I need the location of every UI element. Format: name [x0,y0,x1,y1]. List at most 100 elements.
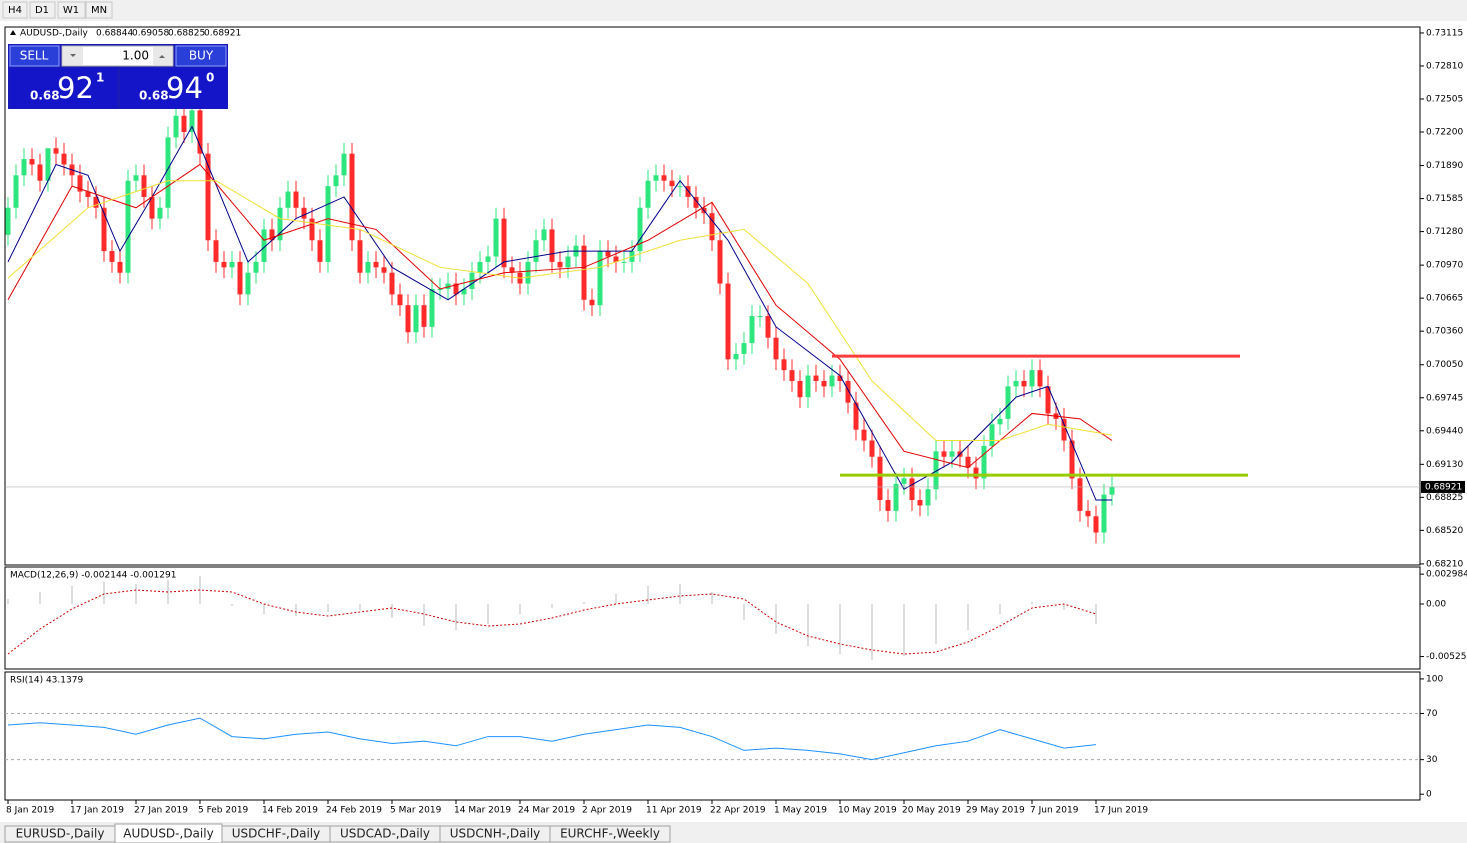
y-tick-label: 0.68520 [1426,526,1463,536]
candle-body [709,213,715,241]
candle-body [213,240,219,262]
candle-body [933,451,939,490]
macd-bar [263,604,265,614]
x-tick-label: 7 Jun 2019 [1030,806,1079,816]
candle-body [117,261,123,273]
buy-price-box[interactable] [120,68,227,108]
candle-body [1101,494,1107,533]
header-value: 0.69058 [132,29,169,39]
candle-body [277,207,283,241]
tf-label: MN [91,5,107,16]
candle-body [125,180,131,273]
x-tick-label: 24 Feb 2019 [326,806,382,816]
macd-bar [679,584,681,604]
y-tick-label: 0.69440 [1426,426,1463,436]
header-value: 0.68844 [96,29,133,39]
candle-body [989,424,995,446]
candle-body [589,299,595,306]
candle-body [357,240,363,273]
panel-content [5,99,1248,544]
price-tag-label: 0.68921 [1425,482,1462,492]
buy-button[interactable] [175,45,227,67]
y-tick-label: 0.00 [1426,600,1446,610]
candle-body [813,375,819,381]
macd-bar [359,604,361,610]
arrow-down [70,54,76,57]
candle-body [1093,516,1099,533]
symbol-tab[interactable] [549,825,671,843]
candle-body [285,191,291,208]
candle-body [5,207,11,235]
tf-button[interactable] [57,1,86,19]
y-tick-label: 0.72505 [1426,94,1463,104]
tf-button[interactable] [2,1,28,19]
panel-content [7,576,1097,660]
candle-body [549,229,555,262]
x-tick-label: 29 May 2019 [966,806,1025,816]
candle-body [141,175,147,197]
symbol-tab-label: EURCHF-,Weekly [560,827,660,841]
x-tick-label: 24 Mar 2019 [518,806,575,816]
candle-body [493,218,499,257]
candle-body [997,418,1003,425]
macd-bar [551,604,553,608]
candle-body [829,375,835,387]
candle-body [909,478,915,501]
plot: 0.73115 0.72810 0.72505 0.72200 0.71890 0.715… [4,26,1467,816]
lots-input[interactable] [61,45,174,67]
buy-prefix: 0.68 [139,89,169,103]
y-tick-label: 0.71280 [1426,227,1463,237]
y-tick-label: 0.73115 [1426,28,1463,38]
macd-bar [1095,604,1097,624]
candle-body [101,207,107,252]
panel-frame [4,671,1421,801]
y-tick-label: 0.70970 [1426,261,1463,271]
candle-body [397,294,403,306]
candle-body [1005,386,1011,419]
chart-title: AUDUSD-,Daily [20,29,88,39]
macd-bar [935,604,937,644]
candle-body [93,196,99,208]
symbol-tab-label: EURUSD-,Daily [16,827,105,841]
candle-body [645,180,651,208]
macd-bar [839,604,841,654]
candle-body [1069,440,1075,479]
candle-body [789,370,795,381]
sell-button[interactable] [9,45,60,67]
tf-label: W1 [63,5,79,16]
candle-body [637,207,643,252]
candle-body [781,359,787,371]
sell-label: SELL [20,49,49,63]
y-tick-label: 0.70360 [1426,327,1463,337]
macd-bar [135,584,137,604]
candle-body [133,175,139,181]
candle-body [773,337,779,360]
candle-body [837,375,843,381]
sell-sup: 1 [96,71,104,85]
y-tick-label: 0 [1426,790,1432,800]
candle-body [45,148,51,181]
candle-body [165,137,171,208]
macd-bar [519,604,521,614]
y-tick-label: -0.005256 [1426,652,1467,662]
macd-bar [1031,602,1033,604]
symbol-tab-label: USDCHF-,Daily [232,827,320,841]
candle-body [453,283,459,295]
macd-bar [39,592,41,604]
macd-bar [199,576,201,604]
indicator-label: MACD(12,26,9) -0.002144 -0.001291 [10,571,176,581]
candle-body [1109,487,1115,495]
tf-button[interactable] [85,1,113,19]
candle-body [1061,418,1067,441]
y-tick-label: 0.72810 [1426,61,1463,71]
tf-button[interactable] [29,1,56,19]
candle-body [885,500,891,511]
macd-bar [231,604,233,606]
candle-body [1021,380,1027,387]
sell-price-box[interactable] [10,68,117,108]
price-tag [1421,480,1465,493]
symbol-tab-label: USDCNH-,Daily [450,827,541,841]
candle-body [765,316,771,338]
candle-body [821,380,827,387]
